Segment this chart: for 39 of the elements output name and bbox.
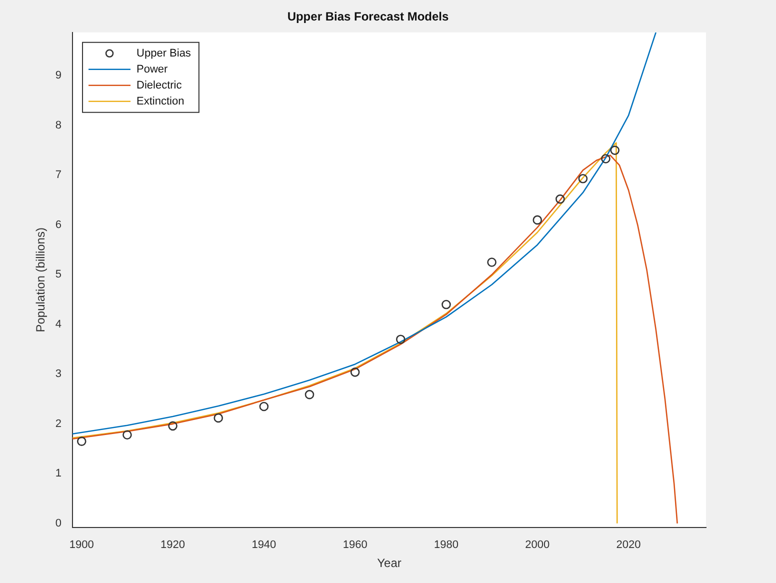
x-tick-label: 2000 [525, 539, 550, 552]
point [259, 402, 269, 412]
point [76, 436, 86, 446]
y-tick-label: 9 [55, 70, 62, 82]
x-axis-title: Year [377, 556, 402, 570]
point [168, 421, 178, 431]
x-tick-label: 1980 [434, 539, 458, 552]
legend-label: Extinction [136, 95, 184, 108]
point [442, 300, 451, 310]
y-tick-label: 5 [55, 268, 62, 281]
x-tick-label: 1940 [252, 539, 276, 552]
legend-label: Dielectric [136, 79, 182, 92]
x-tick-label: 1920 [160, 539, 186, 552]
point [578, 174, 588, 184]
x-tick-label: 1960 [342, 539, 368, 552]
x-tick-label: 2020 [616, 539, 641, 552]
y-tick-label: 7 [55, 169, 62, 182]
point [396, 334, 406, 344]
y-axis-title: Population (billions) [34, 228, 48, 332]
point [532, 215, 542, 225]
point [304, 390, 314, 400]
legend-label: Power [136, 63, 168, 76]
y-tick-label: 4 [55, 318, 62, 330]
legend-label: Upper Bias [136, 47, 192, 60]
chart-title: Upper Bias Forecast Models [287, 10, 450, 24]
y-tick-label: 3 [55, 368, 62, 380]
point [122, 430, 132, 440]
point [556, 194, 565, 204]
y-tick-label: 6 [55, 218, 62, 231]
y-tick-label: 2 [55, 418, 62, 430]
point [214, 413, 224, 423]
point [350, 368, 360, 377]
y-tick-label: 0 [55, 517, 62, 530]
point [601, 154, 610, 164]
y-tick-label: 8 [55, 119, 62, 132]
point [487, 258, 496, 267]
y-tick-label: 1 [55, 468, 62, 480]
x-tick-label: 1900 [69, 539, 94, 552]
point [610, 146, 620, 155]
